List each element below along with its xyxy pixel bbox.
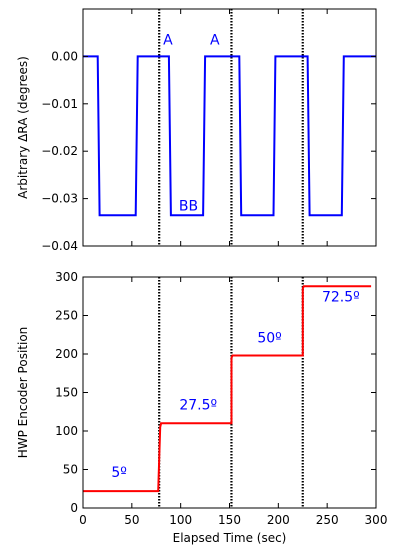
top-y-tick-label: −0.03 bbox=[41, 192, 78, 206]
bottom-x-tick-label: 100 bbox=[169, 513, 192, 527]
bottom-y-tick-label: 300 bbox=[55, 270, 78, 284]
top-annotation-3: BB bbox=[179, 198, 198, 214]
top-y-tick-label: −0.04 bbox=[41, 239, 78, 253]
bottom-series-line-1 bbox=[83, 285, 372, 493]
bottom-annotation-4: 72.5º bbox=[322, 290, 360, 306]
bottom-annotation-1: 5º bbox=[111, 465, 127, 481]
bottom-x-tick-label: 300 bbox=[365, 513, 388, 527]
bottom-y-tick-label: 0 bbox=[70, 501, 78, 515]
bottom-x-tick-label: 250 bbox=[316, 513, 339, 527]
bottom-x-tick-label: 150 bbox=[218, 513, 241, 527]
top-annotation-1: A bbox=[163, 33, 173, 49]
panel-top-delta-ra: 0.00 −0.01 −0.02 −0.03 −0.04 A A BB Arbitrary ΔR… bbox=[16, 8, 377, 253]
top-y-tick-label: 0.00 bbox=[51, 49, 78, 63]
panel-bottom-hwp-encoder: 0 50 100 150 200 250 300 0 50 100 150 200 250 300 5º 27… bbox=[16, 270, 387, 545]
bottom-axes-frame bbox=[82, 276, 377, 509]
bottom-y-tick-label: 200 bbox=[55, 347, 78, 361]
bottom-y-tick-label: 150 bbox=[55, 386, 78, 400]
bottom-annotation-3: 50º bbox=[257, 330, 281, 346]
bottom-x-tick-label: 0 bbox=[79, 513, 87, 527]
bottom-x-tick-label: 50 bbox=[124, 513, 139, 527]
top-annotation-2: A bbox=[210, 33, 220, 49]
bottom-y-axis-label: HWP Encoder Position bbox=[16, 327, 30, 459]
bottom-y-tick-label: 100 bbox=[55, 424, 78, 438]
bottom-annotation-2: 27.5º bbox=[179, 397, 217, 413]
bottom-y-tick-label: 50 bbox=[63, 463, 78, 477]
top-axes-frame bbox=[82, 8, 377, 247]
bottom-y-tick-label: 250 bbox=[55, 309, 78, 323]
top-y-tick-label: −0.01 bbox=[41, 97, 78, 111]
top-series-line-1 bbox=[83, 55, 376, 217]
bottom-x-tick-label: 200 bbox=[267, 513, 290, 527]
top-y-tick-label: −0.02 bbox=[41, 144, 78, 158]
top-y-axis-label: Arbitrary ΔRA (degrees) bbox=[16, 56, 30, 199]
bottom-x-axis-label: Elapsed Time (sec) bbox=[173, 531, 287, 545]
